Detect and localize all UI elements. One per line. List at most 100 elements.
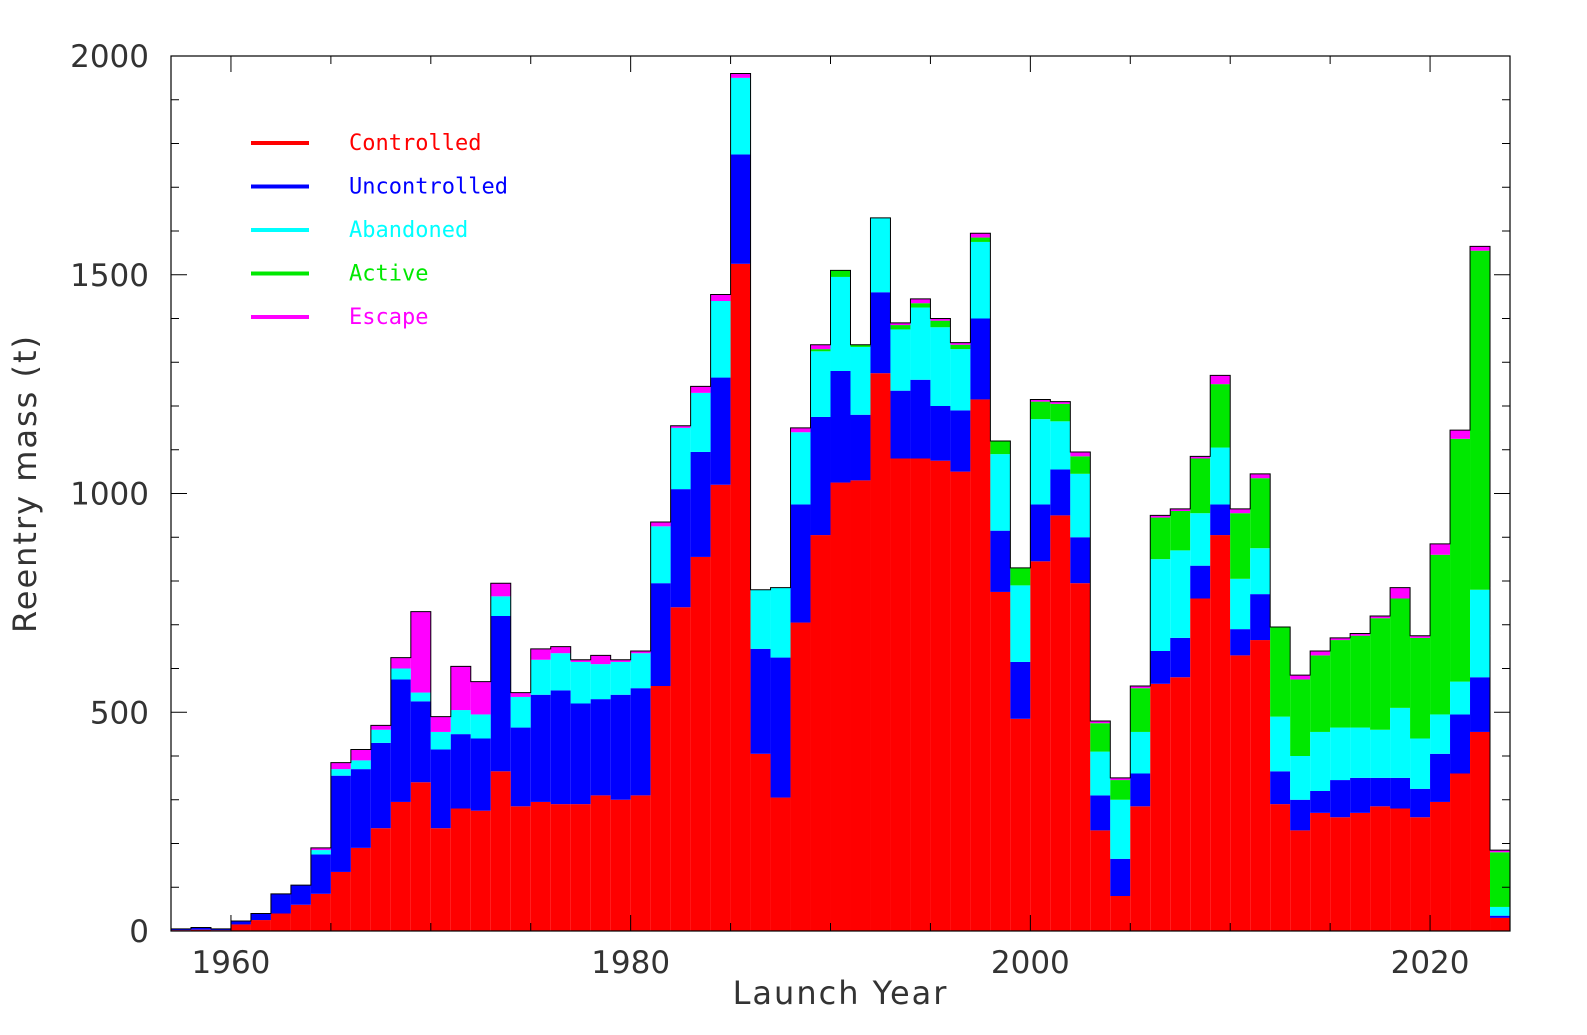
bar-uncontrolled-1986 <box>750 648 771 754</box>
bar-controlled-2005 <box>1130 806 1151 931</box>
bar-abandoned-2008 <box>1190 513 1211 566</box>
bar-controlled-1996 <box>950 471 971 931</box>
bar-escape-1971 <box>450 666 471 711</box>
bar-abandoned-2005 <box>1130 731 1151 774</box>
bar-abandoned-1978 <box>590 664 611 700</box>
x-tick-label-1980: 1980 <box>591 945 670 981</box>
bar-controlled-2004 <box>1110 896 1131 931</box>
bar-escape-2003 <box>1090 721 1111 724</box>
bar-abandoned-1973 <box>490 596 511 616</box>
bar-uncontrolled-2016 <box>1350 777 1371 813</box>
bar-controlled-1997 <box>970 399 991 931</box>
bar-abandoned-2022 <box>1470 589 1491 678</box>
bar-abandoned-1982 <box>670 427 691 490</box>
x-axis-title: Launch Year <box>733 974 949 1012</box>
bar-controlled-2019 <box>1410 817 1431 931</box>
bar-escape-2016 <box>1350 633 1371 636</box>
bar-controlled-1978 <box>590 795 611 931</box>
bar-uncontrolled-2013 <box>1290 799 1311 831</box>
bar-abandoned-1991 <box>850 346 871 415</box>
bar-abandoned-2006 <box>1150 559 1171 651</box>
bar-abandoned-1966 <box>350 760 371 770</box>
bar-controlled-1993 <box>890 458 911 931</box>
bar-controlled-2013 <box>1290 830 1311 931</box>
bar-escape-1974 <box>510 692 531 697</box>
bar-active-1993 <box>890 325 911 330</box>
bar-escape-2004 <box>1110 777 1131 781</box>
bar-abandoned-2013 <box>1290 756 1311 800</box>
bar-uncontrolled-1969 <box>410 701 431 783</box>
bar-escape-1969 <box>410 611 431 693</box>
bar-escape-2022 <box>1470 246 1491 251</box>
bar-escape-1996 <box>950 342 971 345</box>
bar-abandoned-1998 <box>990 454 1011 531</box>
bar-active-2019 <box>1410 637 1431 739</box>
bar-escape-2015 <box>1330 637 1351 641</box>
bar-controlled-1973 <box>490 771 511 931</box>
bar-controlled-1995 <box>930 460 951 931</box>
bar-controlled-2002 <box>1070 583 1091 931</box>
bar-abandoned-1967 <box>370 729 391 743</box>
bar-abandoned-1988 <box>790 432 811 505</box>
bar-escape-1982 <box>670 425 691 428</box>
bar-uncontrolled-1977 <box>570 703 591 805</box>
bar-abandoned-1968 <box>390 668 411 680</box>
bar-abandoned-1969 <box>410 692 431 702</box>
bar-abandoned-2010 <box>1230 578 1251 630</box>
legend: Controlled Uncontrolled Abandoned Active Esc… <box>251 131 508 330</box>
bar-abandoned-1970 <box>430 731 451 750</box>
bar-controlled-1967 <box>370 828 391 931</box>
bar-controlled-1963 <box>290 904 311 931</box>
bar-abandoned-1993 <box>890 329 911 391</box>
bar-controlled-2001 <box>1050 515 1071 931</box>
bar-controlled-2009 <box>1210 535 1231 931</box>
bar-abandoned-1983 <box>690 392 711 452</box>
bar-uncontrolled-1985 <box>730 154 751 264</box>
y-tick-label-1500: 1500 <box>70 258 149 294</box>
bar-controlled-2015 <box>1330 817 1351 931</box>
bar-controlled-1961 <box>250 920 271 931</box>
legend-label-escape: Escape <box>349 305 428 330</box>
bar-uncontrolled-2000 <box>1030 504 1051 562</box>
bar-uncontrolled-1966 <box>350 769 371 848</box>
bar-abandoned-2002 <box>1070 473 1091 538</box>
bar-controlled-1966 <box>350 847 371 931</box>
legend-label-active: Active <box>349 262 428 287</box>
bar-abandoned-2004 <box>1110 799 1131 859</box>
bar-abandoned-2007 <box>1170 550 1191 638</box>
bar-escape-1975 <box>530 648 551 660</box>
bar-uncontrolled-2019 <box>1410 788 1431 818</box>
stack-outline <box>170 73 1511 931</box>
bar-controlled-2000 <box>1030 561 1051 931</box>
bar-controlled-1991 <box>850 480 871 931</box>
bar-controlled-1990 <box>830 482 851 931</box>
bar-abandoned-1972 <box>470 714 491 739</box>
bar-active-2000 <box>1030 401 1051 420</box>
y-tick-label-1000: 1000 <box>70 477 149 513</box>
bar-escape-1995 <box>930 318 951 321</box>
bar-uncontrolled-1960 <box>230 920 251 925</box>
bar-uncontrolled-1963 <box>290 885 311 905</box>
x-tick-label-1960: 1960 <box>192 945 271 981</box>
bar-active-2008 <box>1190 458 1211 514</box>
bar-controlled-2014 <box>1310 812 1331 931</box>
bar-controlled-1989 <box>810 535 831 931</box>
x-tick-label-2000: 2000 <box>991 945 1070 981</box>
bar-uncontrolled-1974 <box>510 727 531 807</box>
bar-controlled-1968 <box>390 801 411 931</box>
bar-controlled-1965 <box>330 871 351 931</box>
bar-active-2007 <box>1170 511 1191 551</box>
bar-controlled-1977 <box>570 804 591 931</box>
bar-controlled-1985 <box>730 263 751 931</box>
bar-escape-1989 <box>810 344 831 350</box>
bar-controlled-1962 <box>270 913 291 931</box>
bar-controlled-2006 <box>1150 683 1171 931</box>
bar-controlled-1964 <box>310 893 331 931</box>
bar-uncontrolled-1964 <box>310 854 331 894</box>
bar-abandoned-2014 <box>1310 731 1331 791</box>
legend-label-controlled: Controlled <box>349 131 481 156</box>
bar-controlled-1986 <box>750 753 771 931</box>
bar-uncontrolled-2014 <box>1310 791 1331 813</box>
bar-escape-1994 <box>910 298 931 304</box>
bar-uncontrolled-2018 <box>1390 777 1411 809</box>
